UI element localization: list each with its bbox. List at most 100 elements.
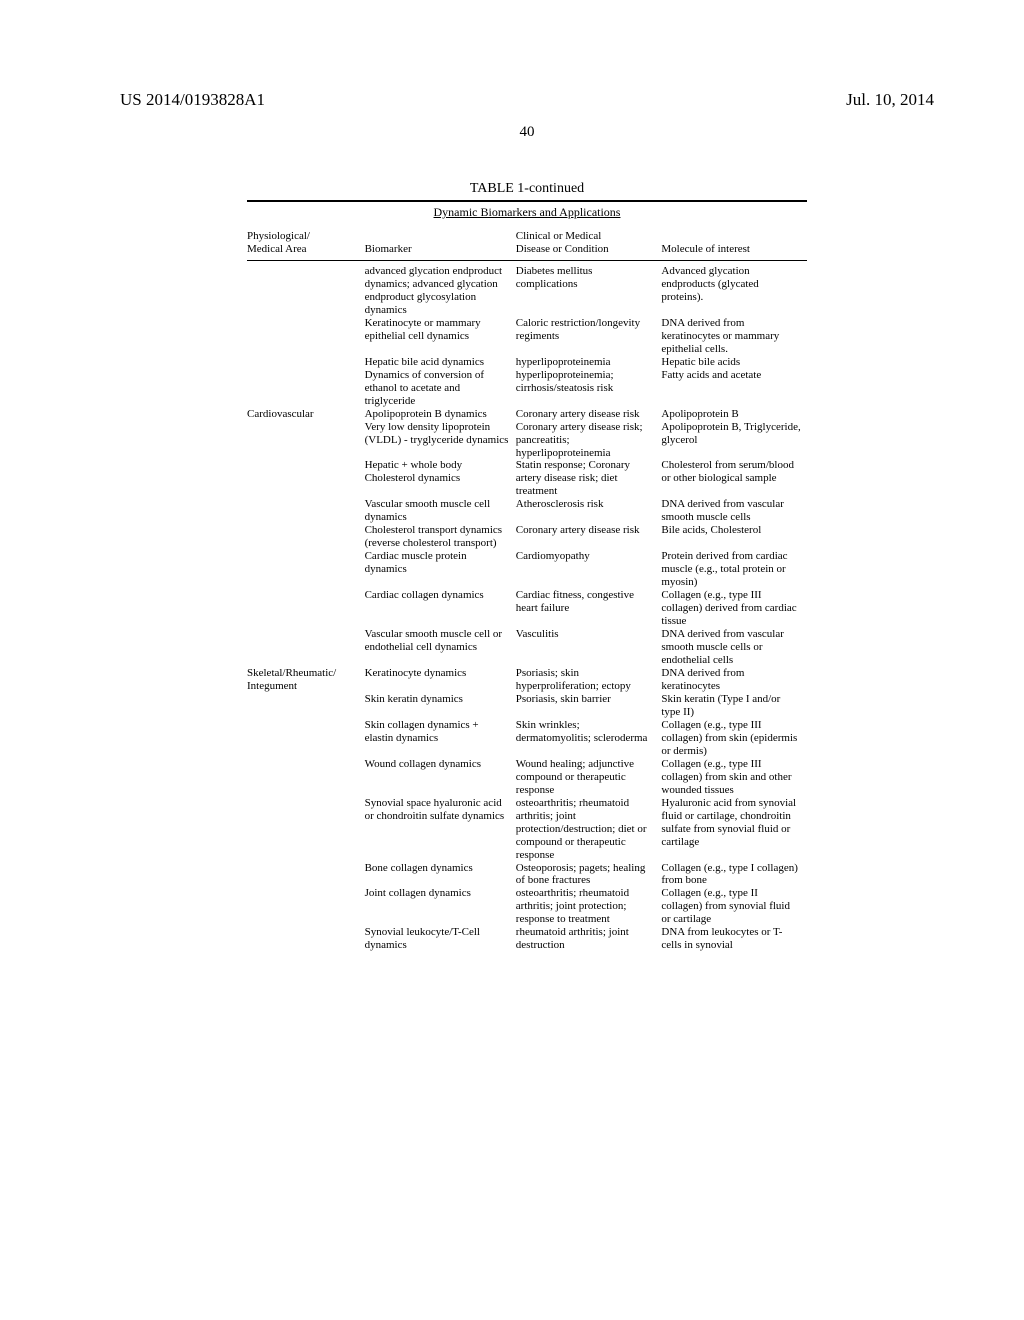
cell-area <box>247 589 365 628</box>
cell-cond: Coronary artery disease risk <box>516 524 662 550</box>
cell-bio: Vascular smooth muscle cell dynamics <box>365 498 516 524</box>
table-row: Cardiac muscle protein dynamicsCardiomyo… <box>247 550 807 589</box>
cell-area <box>247 693 365 719</box>
table-row: Synovial space hyaluronic acid or chondr… <box>247 797 807 862</box>
cell-area <box>247 797 365 862</box>
cell-bio: Joint collagen dynamics <box>365 887 516 926</box>
cell-mol: Hepatic bile acids <box>661 356 807 369</box>
cell-mol: DNA derived from keratinocytes or mammar… <box>661 317 807 356</box>
col-header-area: Physiological/Medical Area <box>247 226 365 260</box>
cell-bio: Bone collagen dynamics <box>365 862 516 888</box>
cell-cond: osteoarthritis; rheumatoid arthritis; jo… <box>516 887 662 926</box>
cell-mol: Collagen (e.g., type III collagen) from … <box>661 758 807 797</box>
cell-bio: Synovial space hyaluronic acid or chondr… <box>365 797 516 862</box>
table-row: Cholesterol transport dynamics (reverse … <box>247 524 807 550</box>
cell-area <box>247 421 365 460</box>
table-row: Vascular smooth muscle cell dynamicsAthe… <box>247 498 807 524</box>
cell-area: Skeletal/Rheumatic/Integument <box>247 667 365 693</box>
cell-bio: Cholesterol transport dynamics (reverse … <box>365 524 516 550</box>
cell-area <box>247 356 365 369</box>
cell-area <box>247 317 365 356</box>
col-header-molecule: Molecule of interest <box>661 226 807 260</box>
cell-mol: DNA derived from keratinocytes <box>661 667 807 693</box>
cell-cond: Wound healing; adjunctive compound or th… <box>516 758 662 797</box>
cell-mol: Fatty acids and acetate <box>661 369 807 408</box>
cell-area <box>247 459 365 498</box>
cell-area <box>247 887 365 926</box>
cell-mol: Collagen (e.g., type II collagen) from s… <box>661 887 807 926</box>
cell-mol: Apolipoprotein B <box>661 408 807 421</box>
cell-area <box>247 524 365 550</box>
table-row: Keratinocyte or mammary epithelial cell … <box>247 317 807 356</box>
cell-bio: Cardiac muscle protein dynamics <box>365 550 516 589</box>
table-row: Hepatic bile acid dynamicshyperlipoprote… <box>247 356 807 369</box>
cell-cond: Cardiac fitness, congestive heart failur… <box>516 589 662 628</box>
cell-bio: Wound collagen dynamics <box>365 758 516 797</box>
cell-bio: Skin collagen dynamics + elastin dynamic… <box>365 719 516 758</box>
table-header-row: Physiological/Medical Area Biomarker Cli… <box>247 226 807 260</box>
cell-mol: Bile acids, Cholesterol <box>661 524 807 550</box>
cell-bio: Skin keratin dynamics <box>365 693 516 719</box>
cell-cond: Skin wrinkles; dermatomyolitis; sclerode… <box>516 719 662 758</box>
table-row: CardiovascularApolipoprotein B dynamicsC… <box>247 408 807 421</box>
col-header-biomarker: Biomarker <box>365 226 516 260</box>
page-root: US 2014/0193828A1 Jul. 10, 2014 40 TABLE… <box>0 0 1024 992</box>
cell-bio: advanced glycation endproduct dynamics; … <box>365 265 516 317</box>
table-row: Cardiac collagen dynamicsCardiac fitness… <box>247 589 807 628</box>
cell-cond: Caloric restriction/longevity regiments <box>516 317 662 356</box>
table-title: TABLE 1-continued <box>247 181 807 197</box>
biomarkers-table: Physiological/Medical Area Biomarker Cli… <box>247 226 807 952</box>
cell-cond: Osteoporosis; pagets; healing of bone fr… <box>516 862 662 888</box>
cell-bio: Dynamics of conversion of ethanol to ace… <box>365 369 516 408</box>
publication-date: Jul. 10, 2014 <box>846 90 934 110</box>
table-row: Hepatic + whole body Cholesterol dynamic… <box>247 459 807 498</box>
cell-mol: Hyaluronic acid from synovial fluid or c… <box>661 797 807 862</box>
cell-mol: DNA from leukocytes or T-cells in synovi… <box>661 926 807 952</box>
cell-cond: Psoriasis, skin barrier <box>516 693 662 719</box>
cell-cond: Vasculitis <box>516 628 662 667</box>
cell-area <box>247 926 365 952</box>
page-number: 40 <box>120 124 934 141</box>
cell-cond: Psoriasis; skin hyperproliferation; ecto… <box>516 667 662 693</box>
cell-cond: Statin response; Coronary artery disease… <box>516 459 662 498</box>
cell-mol: Skin keratin (Type I and/or type II) <box>661 693 807 719</box>
cell-bio: Cardiac collagen dynamics <box>365 589 516 628</box>
cell-area <box>247 862 365 888</box>
cell-area: Cardiovascular <box>247 408 365 421</box>
cell-bio: Hepatic bile acid dynamics <box>365 356 516 369</box>
table-container: TABLE 1-continued Dynamic Biomarkers and… <box>247 181 807 952</box>
cell-cond: rheumatoid arthritis; joint destruction <box>516 926 662 952</box>
cell-mol: Collagen (e.g., type III collagen) from … <box>661 719 807 758</box>
cell-bio: Hepatic + whole body Cholesterol dynamic… <box>365 459 516 498</box>
table-row: Skin collagen dynamics + elastin dynamic… <box>247 719 807 758</box>
cell-bio: Very low density lipoprotein (VLDL) - tr… <box>365 421 516 460</box>
cell-area <box>247 628 365 667</box>
cell-cond: Cardiomyopathy <box>516 550 662 589</box>
cell-bio: Keratinocyte or mammary epithelial cell … <box>365 317 516 356</box>
table-row: Synovial leukocyte/T-Cell dynamicsrheuma… <box>247 926 807 952</box>
cell-cond: Atherosclerosis risk <box>516 498 662 524</box>
table-row: Vascular smooth muscle cell or endotheli… <box>247 628 807 667</box>
cell-bio: Apolipoprotein B dynamics <box>365 408 516 421</box>
table-row: Skin keratin dynamicsPsoriasis, skin bar… <box>247 693 807 719</box>
cell-area <box>247 758 365 797</box>
cell-bio: Synovial leukocyte/T-Cell dynamics <box>365 926 516 952</box>
table-row: Joint collagen dynamicsosteoarthritis; r… <box>247 887 807 926</box>
cell-mol: Collagen (e.g., type I collagen) from bo… <box>661 862 807 888</box>
cell-mol: DNA derived from vascular smooth muscle … <box>661 628 807 667</box>
cell-cond: hyperlipoproteinemia <box>516 356 662 369</box>
table-row: Very low density lipoprotein (VLDL) - tr… <box>247 421 807 460</box>
cell-mol: Collagen (e.g., type III collagen) deriv… <box>661 589 807 628</box>
cell-area <box>247 498 365 524</box>
col-header-condition: Clinical or MedicalDisease or Condition <box>516 226 662 260</box>
cell-area <box>247 265 365 317</box>
table-body: advanced glycation endproduct dynamics; … <box>247 260 807 952</box>
table-row: Bone collagen dynamicsOsteoporosis; page… <box>247 862 807 888</box>
table-row: advanced glycation endproduct dynamics; … <box>247 265 807 317</box>
table-row: Skeletal/Rheumatic/IntegumentKeratinocyt… <box>247 667 807 693</box>
cell-mol: Advanced glycation endproducts (glycated… <box>661 265 807 317</box>
cell-cond: Diabetes mellitus complications <box>516 265 662 317</box>
table-row: Wound collagen dynamicsWound healing; ad… <box>247 758 807 797</box>
patent-number: US 2014/0193828A1 <box>120 90 265 110</box>
cell-cond: Coronary artery disease risk <box>516 408 662 421</box>
